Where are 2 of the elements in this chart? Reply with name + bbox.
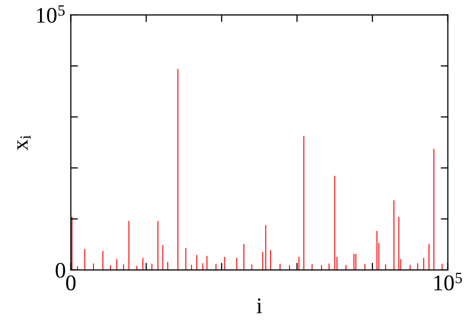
y-axis-title: x$_{i}$ [17, 135, 31, 150]
x-axis-title: i [256, 298, 262, 314]
